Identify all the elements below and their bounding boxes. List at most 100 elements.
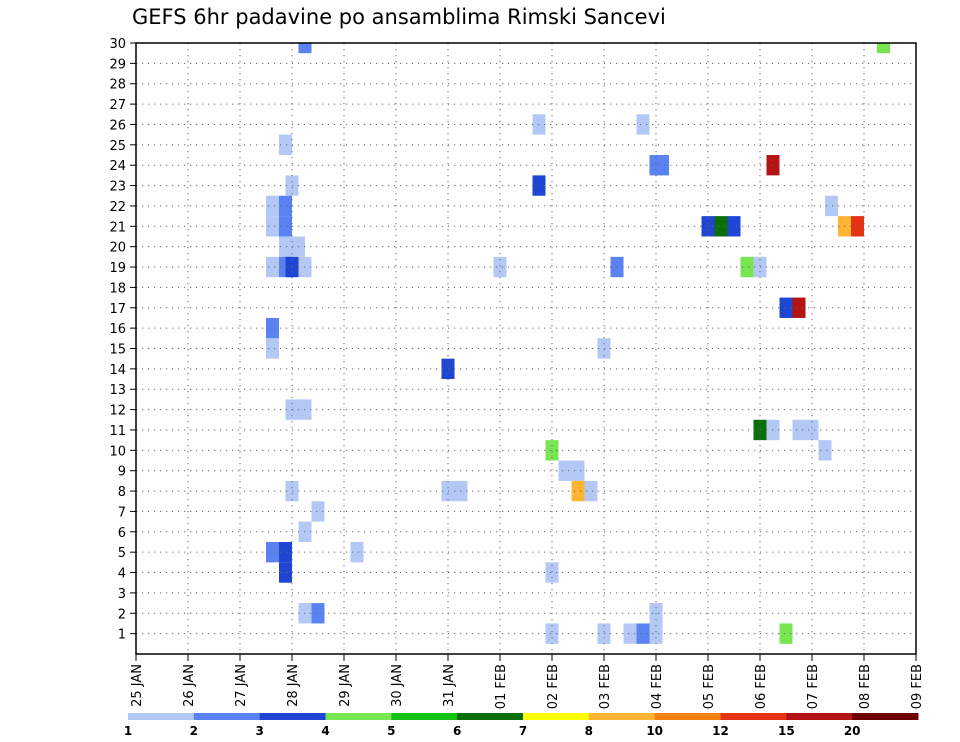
- legend-swatch: [128, 713, 195, 720]
- legend-label: 4: [321, 724, 329, 738]
- precip-cell: [279, 236, 292, 257]
- y-tick-label: 24: [109, 159, 126, 174]
- precip-cell: [649, 623, 663, 644]
- precip-cell: [545, 562, 559, 583]
- precip-cell: [279, 562, 292, 583]
- precip-cell: [851, 216, 864, 237]
- precip-cell: [825, 195, 838, 217]
- x-tick-label: 26 JAN: [182, 664, 197, 707]
- x-tick-label: 02 FEB: [546, 664, 561, 709]
- precip-cell: [877, 43, 890, 54]
- x-tick-label: 25 JAN: [130, 664, 145, 707]
- precip-cell: [311, 603, 325, 624]
- y-tick-label: 9: [118, 465, 126, 480]
- precip-cell: [558, 460, 572, 481]
- precip-cell: [792, 419, 806, 441]
- y-tick-label: 25: [109, 139, 126, 154]
- y-tick-label: 17: [109, 302, 126, 317]
- precip-cell: [266, 195, 279, 217]
- legend-swatch: [786, 713, 853, 720]
- precip-cell: [636, 623, 650, 644]
- precip-cell: [266, 317, 279, 339]
- y-axis: 1234567891011121314151617181920212223242…: [109, 37, 136, 643]
- y-tick-label: 7: [118, 505, 126, 520]
- legend-swatch: [720, 713, 787, 720]
- y-tick-label: 22: [109, 200, 126, 215]
- cells-layer: [266, 43, 890, 644]
- y-tick-label: 23: [109, 180, 126, 195]
- precip-cell: [636, 114, 650, 135]
- chart-title: GEFS 6hr padavine po ansamblima Rimski S…: [132, 5, 666, 29]
- y-tick-label: 8: [118, 485, 126, 500]
- x-tick-label: 08 FEB: [858, 664, 873, 709]
- precip-cell: [779, 623, 793, 644]
- legend-label: 6: [453, 724, 461, 738]
- x-tick-label: 01 FEB: [494, 664, 509, 709]
- y-tick-label: 6: [118, 526, 126, 541]
- color-legend: 1 2 3 4 5 6 7 8 10 12 15 20: [124, 713, 919, 738]
- precip-cell: [311, 501, 325, 522]
- legend-label: 20: [844, 724, 861, 738]
- precip-cell: [656, 155, 669, 176]
- y-tick-label: 11: [109, 424, 126, 439]
- legend-label: 7: [519, 724, 527, 738]
- legend-swatch: [588, 713, 656, 720]
- legend-label: 5: [387, 724, 395, 738]
- precip-cell: [623, 623, 637, 644]
- legend-swatch: [654, 713, 721, 720]
- precip-cell: [493, 256, 507, 278]
- precip-cell: [266, 256, 279, 278]
- precip-cell: [545, 623, 559, 644]
- precip-cell: [571, 480, 585, 502]
- legend-swatch: [457, 713, 524, 720]
- y-tick-label: 14: [109, 363, 126, 378]
- y-tick-label: 2: [118, 607, 126, 622]
- legend-swatch: [391, 713, 458, 720]
- precip-cell: [545, 440, 559, 461]
- precip-cell: [298, 43, 312, 54]
- x-tick-label: 29 JAN: [338, 664, 353, 707]
- precip-cell: [779, 297, 793, 318]
- y-tick-label: 16: [109, 322, 126, 337]
- precip-cell: [740, 256, 754, 278]
- legend-swatch: [193, 713, 261, 720]
- legend-swatch: [325, 713, 392, 720]
- legend-label: 1: [124, 724, 132, 738]
- precip-cell: [727, 216, 741, 237]
- legend-label: 3: [255, 724, 263, 738]
- y-tick-label: 1: [118, 628, 126, 643]
- precip-cell: [350, 541, 364, 563]
- y-tick-label: 10: [109, 444, 126, 459]
- y-tick-label: 20: [109, 241, 126, 256]
- precip-cell: [792, 297, 806, 318]
- legend-label: 10: [646, 724, 663, 738]
- x-tick-label: 30 JAN: [390, 664, 405, 707]
- x-tick-label: 09 FEB: [910, 664, 925, 709]
- y-tick-label: 18: [109, 281, 126, 296]
- y-tick-label: 3: [118, 587, 126, 602]
- y-tick-label: 13: [109, 383, 126, 398]
- y-tick-label: 21: [109, 220, 126, 235]
- legend-label: 15: [778, 724, 795, 738]
- legend-label: 2: [190, 724, 198, 738]
- precip-cell: [279, 216, 292, 237]
- y-tick-label: 26: [109, 118, 126, 133]
- precip-cell: [805, 419, 819, 441]
- x-tick-label: 04 FEB: [650, 664, 665, 709]
- x-tick-label: 05 FEB: [702, 664, 717, 709]
- y-tick-label: 15: [109, 343, 126, 358]
- y-tick-label: 5: [118, 546, 126, 561]
- precip-cell: [279, 134, 292, 156]
- precip-cell: [714, 216, 728, 237]
- y-tick-label: 12: [109, 404, 126, 419]
- x-tick-label: 03 FEB: [598, 664, 613, 709]
- precip-cell: [571, 460, 585, 481]
- legend-swatch: [523, 713, 590, 720]
- x-tick-label: 06 FEB: [754, 664, 769, 709]
- precip-cell: [279, 541, 292, 563]
- legend-label: 8: [585, 724, 593, 738]
- y-tick-label: 19: [109, 261, 126, 276]
- y-tick-label: 29: [109, 57, 126, 72]
- legend-label: 12: [712, 724, 729, 738]
